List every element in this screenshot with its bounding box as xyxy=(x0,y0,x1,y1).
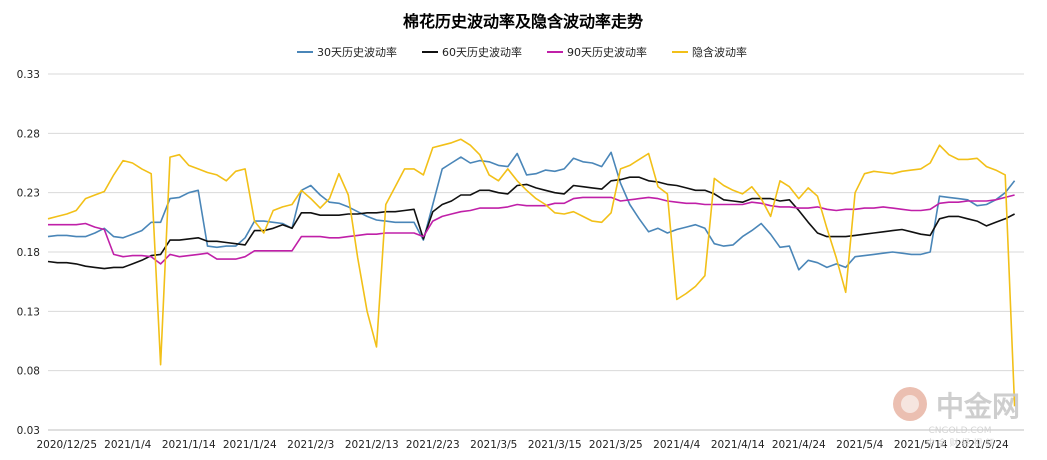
series-line-1 xyxy=(47,151,1016,271)
x-tick-label: 2021/1/14 xyxy=(162,439,216,451)
x-tick-label: 2021/2/13 xyxy=(345,439,399,451)
y-tick-label: 0.03 xyxy=(17,425,40,437)
x-tick-label: 2021/4/24 xyxy=(772,439,826,451)
x-tick-label: 2021/2/23 xyxy=(406,439,460,451)
watermark-brand: 中金网 xyxy=(936,390,1020,423)
y-tick-label: 0.28 xyxy=(17,128,40,140)
x-tick-label: 2021/5/14 xyxy=(894,439,948,451)
y-tick-label: 0.23 xyxy=(17,188,40,200)
y-tick-label: 0.13 xyxy=(17,306,40,318)
y-axis-ticks: 0.33 0.28 0.23 0.18 0.13 0.08 0.03 xyxy=(17,69,40,437)
y-tick-label: 0.08 xyxy=(17,366,40,378)
watermark: 中金网 CNGOLD.COM 中 金 财 经 视 频 xyxy=(893,387,1020,449)
x-tick-label: 2021/3/25 xyxy=(589,439,643,451)
series-line-4 xyxy=(47,138,1016,407)
legend-label: 隐含波动率 xyxy=(692,45,747,59)
y-tick-label: 0.18 xyxy=(17,247,40,259)
x-tick-label: 2021/1/4 xyxy=(104,439,151,451)
x-tick-label: 2021/3/5 xyxy=(470,439,517,451)
x-tick-label: 2021/5/4 xyxy=(836,439,883,451)
watermark-slogan: 中 金 财 经 视 频 xyxy=(926,437,994,449)
chart-gridlines xyxy=(48,73,1024,431)
legend-label: 60天历史波动率 xyxy=(442,45,522,59)
x-tick-label: 2021/4/14 xyxy=(711,439,765,451)
y-tick-label: 0.33 xyxy=(17,69,40,81)
watermark-domain: CNGOLD.COM xyxy=(928,426,991,436)
chart-title: 棉花历史波动率及隐含波动率走势 xyxy=(403,12,643,31)
x-tick-label: 2021/1/24 xyxy=(223,439,277,451)
series-line-2 xyxy=(47,176,1015,270)
x-tick-label: 2020/12/25 xyxy=(37,439,98,451)
x-tick-label: 2021/2/3 xyxy=(287,439,334,451)
x-tick-label: 2021/4/4 xyxy=(653,439,700,451)
x-tick-label: 2021/5/24 xyxy=(955,439,1009,451)
chart-legend: 30天历史波动率 60天历史波动率 90天历史波动率 隐含波动率 xyxy=(297,45,747,59)
legend-label: 90天历史波动率 xyxy=(567,45,647,59)
x-axis-ticks: 2020/12/25 2021/1/4 2021/1/14 2021/1/24 2021… xyxy=(37,439,1010,451)
chart-series xyxy=(47,138,1016,407)
legend-label: 30天历史波动率 xyxy=(317,45,397,59)
x-tick-label: 2021/3/15 xyxy=(528,439,582,451)
